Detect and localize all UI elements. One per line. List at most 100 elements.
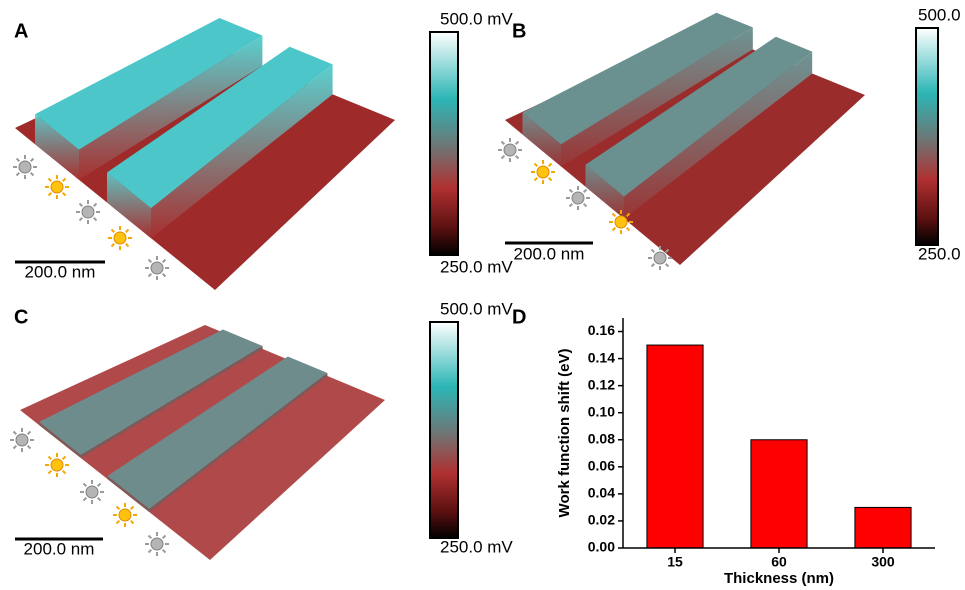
icon-ray	[516, 156, 519, 159]
icon-ray	[49, 193, 52, 196]
icon-ray	[117, 507, 120, 510]
icon-ray	[63, 193, 66, 196]
colorbar-min-label: 250.0 mV	[918, 244, 965, 263]
icon-ray	[94, 204, 97, 207]
illumination-icon	[13, 155, 37, 179]
colorbar	[916, 28, 938, 245]
illumination-icon	[108, 226, 132, 250]
icon-ray	[14, 446, 17, 449]
colorbar-min-label: 250.0 mV	[440, 537, 513, 556]
icon-disc	[114, 232, 126, 244]
icon-ray	[28, 432, 31, 435]
illumination-icon	[45, 175, 69, 199]
icon-ray	[49, 471, 52, 474]
colorbar-max-label: 500.0 mV	[440, 9, 513, 28]
illumination-icon	[76, 200, 100, 224]
icon-ray	[584, 204, 587, 207]
icon-ray	[613, 228, 616, 231]
icon-disc	[572, 192, 584, 204]
icon-ray	[516, 142, 519, 145]
y-tick-label: 0.12	[588, 376, 615, 392]
icon-ray	[14, 432, 17, 435]
icon-ray	[584, 190, 587, 193]
panel-label: A	[14, 20, 28, 42]
icon-disc	[537, 166, 549, 178]
x-tick-label: 300	[871, 554, 895, 570]
panel-label: D	[512, 306, 526, 328]
y-tick-label: 0.10	[588, 403, 615, 419]
icon-ray	[112, 244, 115, 247]
icon-ray	[80, 204, 83, 207]
icon-ray	[570, 204, 573, 207]
icon-ray	[84, 498, 87, 501]
illumination-icon	[145, 256, 169, 280]
illumination-icon	[113, 503, 137, 527]
x-tick-label: 15	[667, 554, 683, 570]
icon-disc	[151, 538, 163, 550]
y-tick-label: 0.08	[588, 430, 615, 446]
y-tick-label: 0.14	[588, 349, 615, 365]
colorbar	[430, 32, 458, 255]
icon-ray	[149, 550, 152, 553]
panel-label: C	[14, 306, 28, 328]
icon-ray	[31, 159, 34, 162]
icon-ray	[63, 457, 66, 460]
bar	[855, 507, 911, 548]
icon-ray	[652, 264, 655, 267]
y-tick-label: 0.16	[588, 322, 615, 338]
icon-ray	[126, 244, 129, 247]
y-tick-label: 0.00	[588, 539, 615, 555]
icon-ray	[535, 178, 538, 181]
icon-disc	[654, 252, 666, 264]
icon-ray	[126, 230, 129, 233]
colorbar-max-label: 500.0 mV	[440, 299, 513, 318]
icon-disc	[615, 216, 627, 228]
icon-ray	[149, 274, 152, 277]
icon-disc	[19, 161, 31, 173]
icon-ray	[49, 179, 52, 182]
icon-ray	[652, 250, 655, 253]
icon-ray	[31, 173, 34, 176]
colorbar-min-label: 250.0 mV	[440, 257, 513, 276]
icon-ray	[613, 214, 616, 217]
colorbar	[430, 322, 458, 538]
icon-ray	[149, 260, 152, 263]
icon-ray	[17, 173, 20, 176]
icon-ray	[94, 218, 97, 221]
illumination-icon	[45, 453, 69, 477]
icon-ray	[149, 536, 152, 539]
illumination-icon	[566, 186, 590, 210]
figure: A500.0 mV250.0 mV200.0 nmB500.0 mV250.0 …	[0, 0, 965, 590]
icon-ray	[98, 498, 101, 501]
icon-ray	[163, 550, 166, 553]
icon-ray	[131, 521, 134, 524]
scale-bar-label: 200.0 nm	[25, 262, 96, 281]
illumination-icon	[498, 138, 522, 162]
icon-ray	[163, 274, 166, 277]
y-tick-label: 0.06	[588, 458, 615, 474]
icon-ray	[63, 471, 66, 474]
icon-ray	[549, 178, 552, 181]
scale-bar-label: 200.0 nm	[24, 539, 95, 558]
icon-disc	[51, 459, 63, 471]
icon-ray	[627, 228, 630, 231]
scale-bar-label: 200.0 nm	[514, 244, 585, 263]
icon-ray	[84, 484, 87, 487]
icon-ray	[502, 156, 505, 159]
icon-ray	[502, 142, 505, 145]
icon-disc	[51, 181, 63, 193]
y-tick-label: 0.04	[588, 485, 615, 501]
illumination-icon	[145, 532, 169, 556]
x-axis-label: Thickness (nm)	[724, 570, 834, 587]
icon-ray	[49, 457, 52, 460]
illumination-icon	[10, 428, 34, 452]
icon-ray	[535, 164, 538, 167]
illumination-icon	[648, 246, 672, 270]
icon-ray	[549, 164, 552, 167]
icon-disc	[151, 262, 163, 274]
illumination-icon	[609, 210, 633, 234]
icon-ray	[131, 507, 134, 510]
y-tick-label: 0.02	[588, 512, 615, 528]
icon-ray	[17, 159, 20, 162]
icon-ray	[666, 264, 669, 267]
